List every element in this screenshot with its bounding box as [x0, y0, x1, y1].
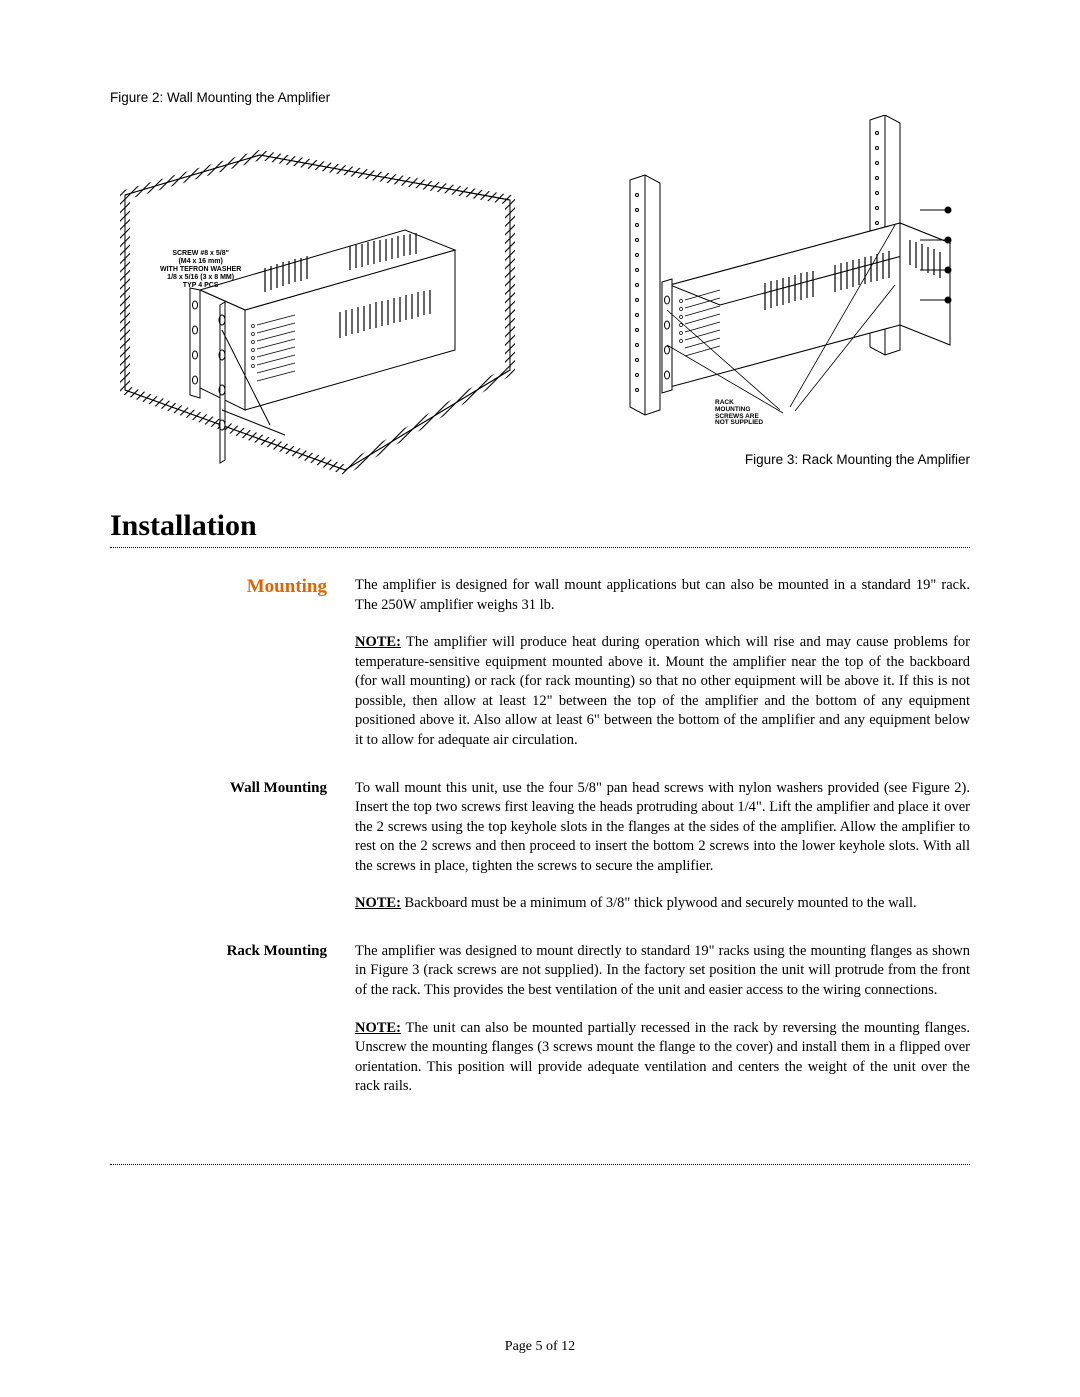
note-label: NOTE: — [355, 895, 401, 911]
wall-mounting-row: Wall Mounting To wall mount this unit, u… — [110, 779, 970, 914]
wall-mounting-body: To wall mount this unit, use the four 5/… — [355, 779, 970, 877]
mounting-note: NOTE: The amplifier will produce heat du… — [355, 633, 970, 750]
note-label: NOTE: — [355, 634, 401, 650]
screw-note-line: SCREW #8 x 5/8" — [160, 250, 241, 258]
screw-note-line: TYP 4 PCS — [160, 282, 241, 290]
mounting-label: Mounting — [247, 576, 327, 597]
bottom-rule — [110, 1164, 970, 1165]
note-text: The amplifier will produce heat during o… — [355, 634, 970, 748]
section-title: Installation — [110, 509, 970, 543]
figures-area: Figure 2: Wall Mounting the Amplifier — [110, 90, 970, 495]
wall-mounting-note: NOTE: Backboard must be a minimum of 3/8… — [355, 894, 970, 914]
figure-3-caption: Figure 3: Rack Mounting the Amplifier — [745, 452, 970, 467]
note-text: Backboard must be a minimum of 3/8" thic… — [401, 895, 917, 911]
screw-note-line: WITH TEFRON WASHER — [160, 266, 241, 274]
figure-2-caption: Figure 2: Wall Mounting the Amplifier — [110, 90, 330, 105]
screw-note-line: (M4 x 16 mm) — [160, 258, 241, 266]
figure-3-rack-note: RACK MOUNTING SCREWS ARE NOT SUPPLIED — [715, 400, 763, 427]
figure-2-screw-note: SCREW #8 x 5/8" (M4 x 16 mm) WITH TEFRON… — [160, 250, 241, 290]
rack-mounting-row: Rack Mounting The amplifier was designed… — [110, 942, 970, 1097]
figure-2-diagram — [110, 120, 525, 490]
screw-note-line: 1/8 x 5/16 (3 x 8 MM) — [160, 274, 241, 282]
mounting-row: Mounting The amplifier is designed for w… — [110, 576, 970, 751]
rack-mounting-body: The amplifier was designed to mount dire… — [355, 942, 970, 1001]
figure-3-diagram — [615, 115, 970, 450]
wall-mounting-label: Wall Mounting — [230, 780, 327, 796]
mounting-intro: The amplifier is designed for wall mount… — [355, 576, 970, 615]
section-rule — [110, 547, 970, 548]
page-footer: Page 5 of 12 — [0, 1339, 1080, 1355]
rack-mounting-label: Rack Mounting — [227, 943, 327, 959]
rack-mounting-note: NOTE: The unit can also be mounted parti… — [355, 1019, 970, 1097]
note-text: The unit can also be mounted partially r… — [355, 1020, 970, 1095]
note-label: NOTE: — [355, 1020, 401, 1036]
rack-note-line: NOT SUPPLIED — [715, 420, 763, 427]
